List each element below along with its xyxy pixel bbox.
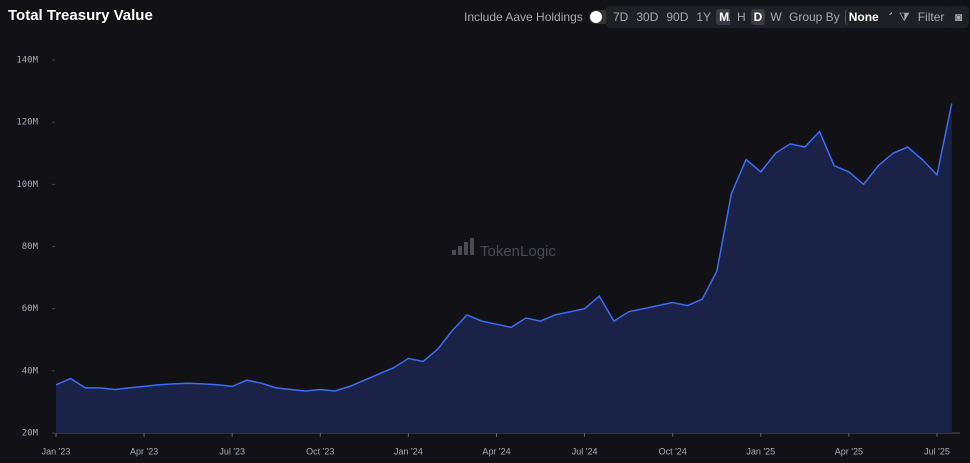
filter-icon: ⧩ bbox=[899, 9, 910, 24]
range-button[interactable]: 7D bbox=[613, 10, 629, 24]
interval-button[interactable]: W bbox=[770, 10, 782, 24]
range-button[interactable]: 1Y bbox=[696, 10, 712, 24]
range-button[interactable]: 30D bbox=[636, 10, 659, 24]
toggle-label: Include Aave Holdings bbox=[464, 10, 583, 24]
x-tick-label: Apr '23 bbox=[130, 446, 158, 456]
chevron: ⌃ bbox=[884, 9, 900, 25]
x-tick-label: Oct '24 bbox=[659, 446, 687, 456]
y-tick-label: 60M bbox=[22, 304, 39, 314]
filter-button[interactable]: ⧩ Filter bbox=[892, 6, 952, 28]
group-by-value: None bbox=[844, 9, 882, 25]
y-tick-label: 120M bbox=[16, 118, 38, 128]
x-tick-label: Jan '25 bbox=[746, 446, 775, 456]
line bbox=[55, 103, 953, 392]
x-tick-label: Apr '25 bbox=[835, 446, 863, 456]
chart-title: Total Treasury Value bbox=[8, 7, 153, 24]
watermark-text: TokenLogic bbox=[480, 243, 556, 260]
x-tick-label: Jul '25 bbox=[924, 446, 950, 456]
y-tick-label: 40M bbox=[22, 366, 39, 376]
group-by-label: Group By bbox=[789, 10, 840, 24]
x-tick-label: Jan '24 bbox=[394, 446, 423, 456]
y-tick-label: 80M bbox=[22, 242, 39, 252]
interval-button[interactable]: H bbox=[737, 10, 746, 24]
x-tick-label: Jan '23 bbox=[42, 446, 71, 456]
x-tick-label: Jul '23 bbox=[219, 446, 245, 456]
interval-button[interactable]: D bbox=[750, 9, 766, 25]
group-by: Group By None⌃ bbox=[782, 6, 904, 28]
area bbox=[56, 103, 952, 433]
group-by-select[interactable]: Group By None⌃ bbox=[782, 6, 904, 28]
x-tick-label: Oct '23 bbox=[306, 446, 334, 456]
y-tick-label: 20M bbox=[22, 429, 39, 439]
toggle-group: Include Aave Holdings bbox=[464, 6, 613, 28]
filter-label: Filter bbox=[917, 10, 945, 24]
y-tick-label: 100M bbox=[16, 180, 38, 190]
watermark: TokenLogic bbox=[452, 238, 556, 260]
filter: ⧩ Filter bbox=[892, 6, 952, 28]
y-tick-label: 140M bbox=[16, 56, 38, 66]
camera-icon: ◙ bbox=[955, 10, 963, 24]
camera-button[interactable]: ◙ bbox=[948, 6, 970, 28]
x-tick-label: Jul '24 bbox=[572, 446, 598, 456]
camera: ◙ bbox=[948, 6, 970, 28]
x-tick-label: Apr '24 bbox=[482, 446, 510, 456]
range-button[interactable]: 90D bbox=[666, 10, 689, 24]
